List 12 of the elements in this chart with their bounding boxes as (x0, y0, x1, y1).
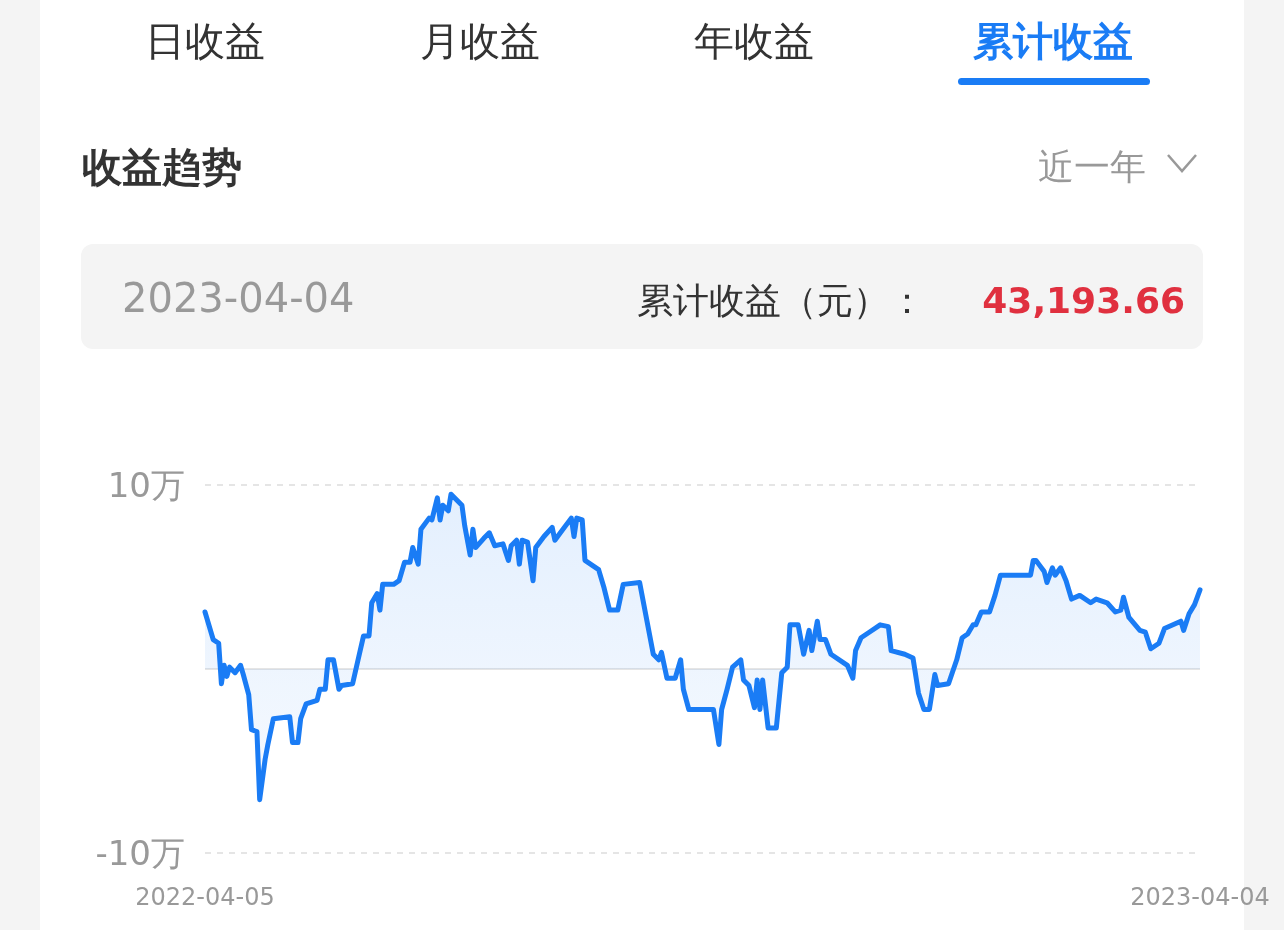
x-tick-label: 2022-04-05 (135, 883, 275, 911)
text: 累计收益（元）： (637, 280, 925, 321)
text: 累计收益 (973, 18, 1133, 64)
text: 年收益 (694, 18, 814, 64)
text: 43,193.66 (982, 280, 1185, 321)
text: 2023-04-04 (122, 275, 355, 321)
text: 日收益 (145, 18, 265, 64)
text: 月收益 (420, 18, 540, 64)
y-tick-label: -10万 (95, 832, 185, 873)
text: 近一年 (1038, 146, 1146, 187)
chart-title: 收益趋势 (82, 144, 242, 190)
y-tick-label: 10万 (107, 464, 185, 505)
